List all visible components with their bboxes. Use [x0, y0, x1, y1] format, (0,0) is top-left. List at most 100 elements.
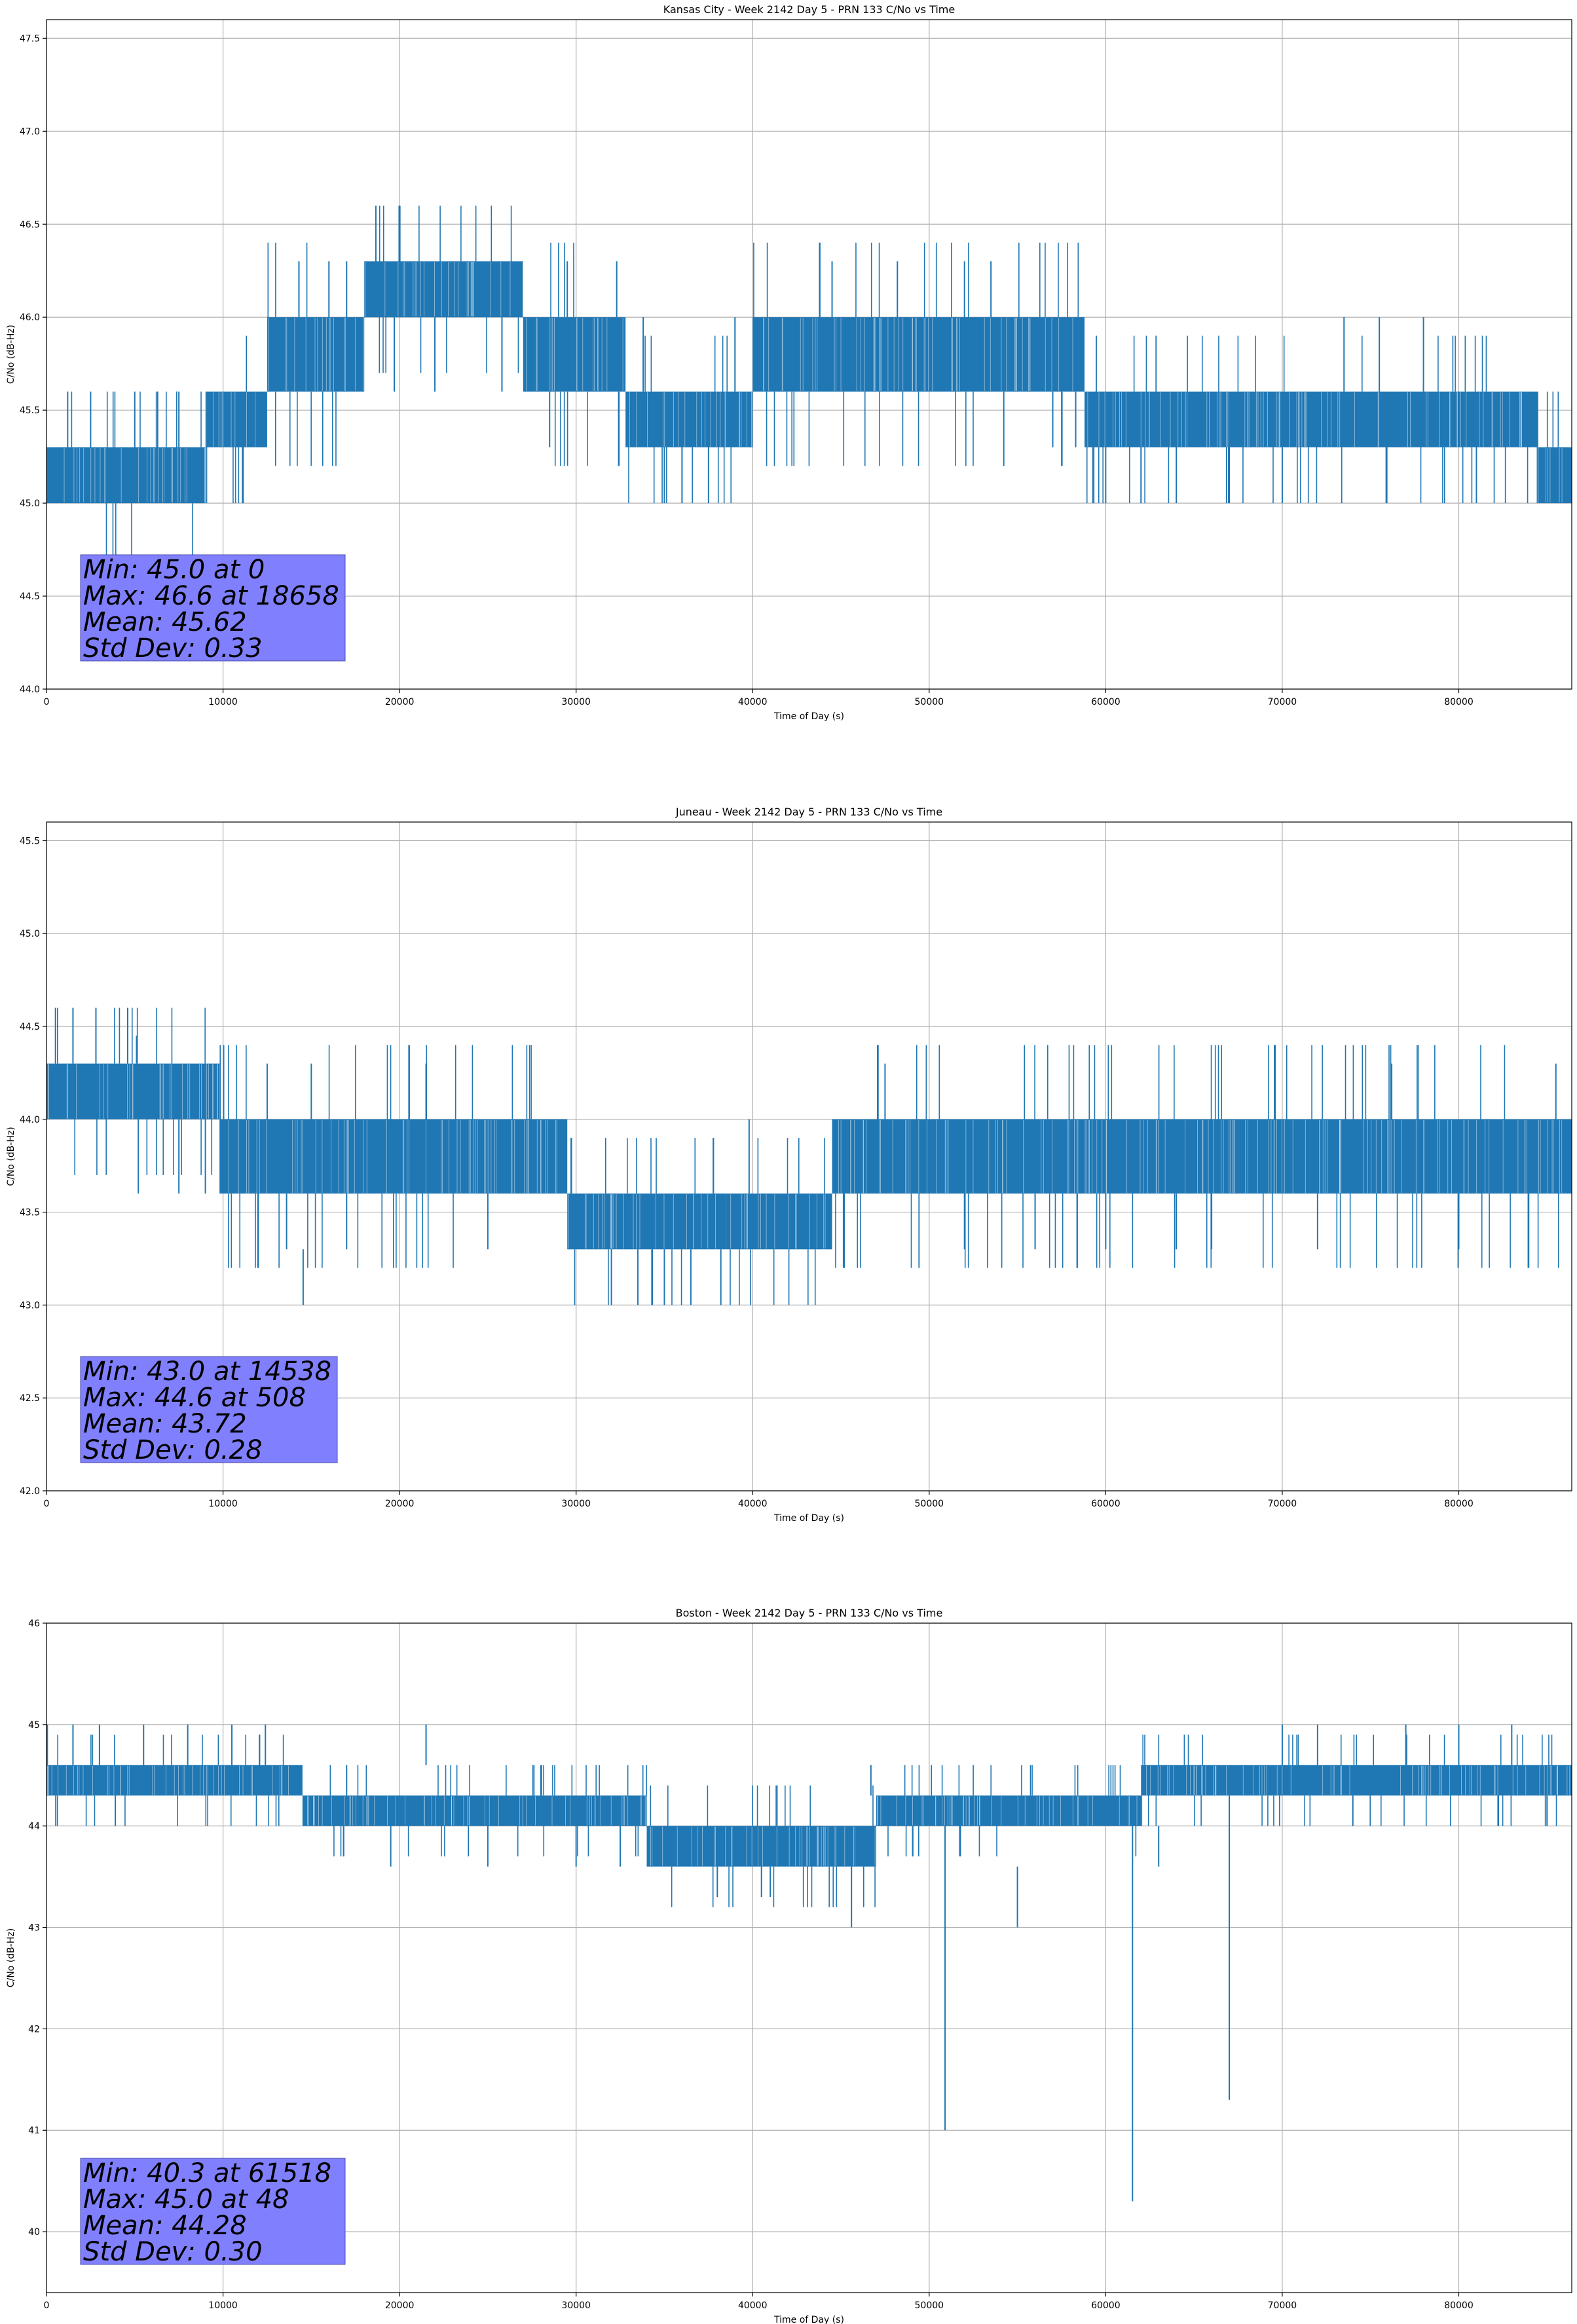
- stats-box-background: [80, 2158, 346, 2265]
- y-tick-label: 44.5: [20, 1022, 40, 1032]
- x-tick-label: 0: [44, 2300, 50, 2311]
- chart-title: Kansas City - Week 2142 Day 5 - PRN 133 …: [663, 3, 955, 16]
- y-tick-label: 43: [28, 1923, 40, 1934]
- x-tick-label: 70000: [1268, 697, 1297, 707]
- axes-frame: [46, 1622, 1572, 2293]
- data-band: [567, 1193, 603, 1250]
- stats-std: Std Dev: 0.30: [83, 2237, 263, 2267]
- y-tick-label: 42.5: [20, 1393, 40, 1404]
- y-tick-label: 43.5: [20, 1208, 40, 1218]
- series-line: [46, 1007, 1572, 1305]
- stats-box-background: [80, 1356, 338, 1463]
- y-tick-label: 47.0: [20, 126, 40, 137]
- y-tick-label: 47.5: [20, 33, 40, 44]
- y-tick-label: 44: [28, 1822, 40, 1832]
- x-tick-label: 60000: [1091, 1499, 1121, 1509]
- x-tick-label: 70000: [1268, 2300, 1297, 2311]
- data-band: [1009, 317, 1085, 392]
- x-tick-label: 20000: [385, 2300, 415, 2311]
- data-band: [1538, 447, 1572, 504]
- x-tick-label: 80000: [1444, 1499, 1474, 1509]
- y-tick-label: 41: [28, 2126, 40, 2136]
- x-tick-label: 30000: [561, 697, 591, 707]
- y-tick-label: 45.0: [20, 498, 40, 509]
- y-tick-label: 43.0: [20, 1300, 40, 1311]
- data-band: [219, 1119, 568, 1194]
- x-tick-label: 20000: [385, 697, 415, 707]
- stats-mean: Mean: 43.72: [83, 1409, 247, 1439]
- y-axis-label: C/No (dB-Hz): [6, 325, 16, 384]
- x-axis-label: Time of Day (s): [773, 1513, 844, 1524]
- data-band: [46, 447, 206, 504]
- x-tick-label: 50000: [915, 1499, 944, 1509]
- stats-mean: Mean: 45.62: [83, 607, 247, 637]
- axes-frame: [46, 19, 1572, 690]
- y-tick-label: 44.0: [20, 684, 40, 695]
- data-band: [523, 317, 626, 392]
- chart-panel-2: 0 10000 20000 30000 40000 50000 60000 70000 8000…: [6, 806, 1572, 1524]
- y-tick-label: 46.5: [20, 219, 40, 230]
- y-tick-label: 46.0: [20, 312, 40, 323]
- x-tick-label: 60000: [1091, 697, 1121, 707]
- chart-title: Juneau - Week 2142 Day 5 - PRN 133 C/No …: [675, 806, 942, 818]
- stats-max: Max: 45.0 at 48: [83, 2184, 289, 2215]
- data-band: [832, 1119, 1248, 1194]
- x-tick-label: 40000: [738, 2300, 768, 2311]
- data-band: [876, 1795, 1141, 1826]
- x-tick-label: 0: [44, 1499, 50, 1509]
- stats-min: Min: 43.0 at 14538: [83, 1357, 331, 1387]
- data-band: [364, 261, 523, 318]
- chart-title: Boston - Week 2142 Day 5 - PRN 133 C/No …: [676, 1607, 943, 1619]
- y-tick-label: 40: [28, 2227, 40, 2238]
- x-axis-label: Time of Day (s): [773, 711, 844, 722]
- y-tick-label: 44.5: [20, 591, 40, 602]
- chart-panel-1: 0 10000 20000 30000 40000 50000 60000 70000 8000…: [6, 3, 1572, 722]
- x-tick-label: 80000: [1444, 2300, 1474, 2311]
- stats-box-background: [80, 554, 346, 662]
- y-axis-label: C/No (dB-Hz): [6, 1127, 16, 1186]
- x-tick-label: 50000: [915, 2300, 944, 2311]
- data-band: [1141, 1765, 1572, 1796]
- data-band: [267, 317, 365, 392]
- x-tick-label: 30000: [561, 2300, 591, 2311]
- x-tick-label: 0: [44, 697, 50, 707]
- x-tick-label: 60000: [1091, 2300, 1121, 2311]
- data-band: [625, 391, 753, 447]
- x-tick-label: 40000: [738, 697, 768, 707]
- stats-max: Max: 44.6 at 508: [83, 1383, 306, 1413]
- y-tick-label: 45.5: [20, 836, 40, 846]
- stats-std: Std Dev: 0.28: [83, 1435, 263, 1465]
- y-axis-label: C/No (dB-Hz): [6, 1928, 16, 1987]
- y-tick-label: 45: [28, 1720, 40, 1731]
- chart-panel-3: 0 10000 20000 30000 40000 50000 60000 70000 8000…: [6, 1607, 1572, 2324]
- stats-std: Std Dev: 0.33: [83, 633, 263, 664]
- y-tick-label: 46: [28, 1619, 40, 1629]
- x-tick-label: 70000: [1268, 1499, 1297, 1509]
- stats-min: Min: 45.0 at 0: [83, 555, 265, 585]
- series-line: [46, 205, 1572, 559]
- y-tick-label: 44.0: [20, 1115, 40, 1125]
- x-tick-label: 20000: [385, 1499, 415, 1509]
- data-band: [646, 1826, 876, 1867]
- x-tick-label: 50000: [915, 697, 944, 707]
- y-tick-label: 45.5: [20, 405, 40, 416]
- stats-mean: Mean: 44.28: [83, 2211, 247, 2241]
- y-tick-label: 45.0: [20, 929, 40, 939]
- x-tick-label: 10000: [208, 2300, 238, 2311]
- y-tick-label: 42.0: [20, 1486, 40, 1497]
- series-line: [46, 1724, 1572, 2202]
- stats-min: Min: 40.3 at 61518: [83, 2158, 331, 2188]
- data-band: [1085, 391, 1538, 447]
- data-band: [726, 1193, 832, 1250]
- stats-max: Max: 46.6 at 18658: [83, 581, 339, 611]
- x-tick-label: 10000: [208, 697, 238, 707]
- x-tick-label: 10000: [208, 1499, 238, 1509]
- data-band: [1247, 1119, 1572, 1194]
- x-tick-label: 80000: [1444, 697, 1474, 707]
- x-tick-label: 40000: [738, 1499, 768, 1509]
- axes-frame: [46, 821, 1572, 1491]
